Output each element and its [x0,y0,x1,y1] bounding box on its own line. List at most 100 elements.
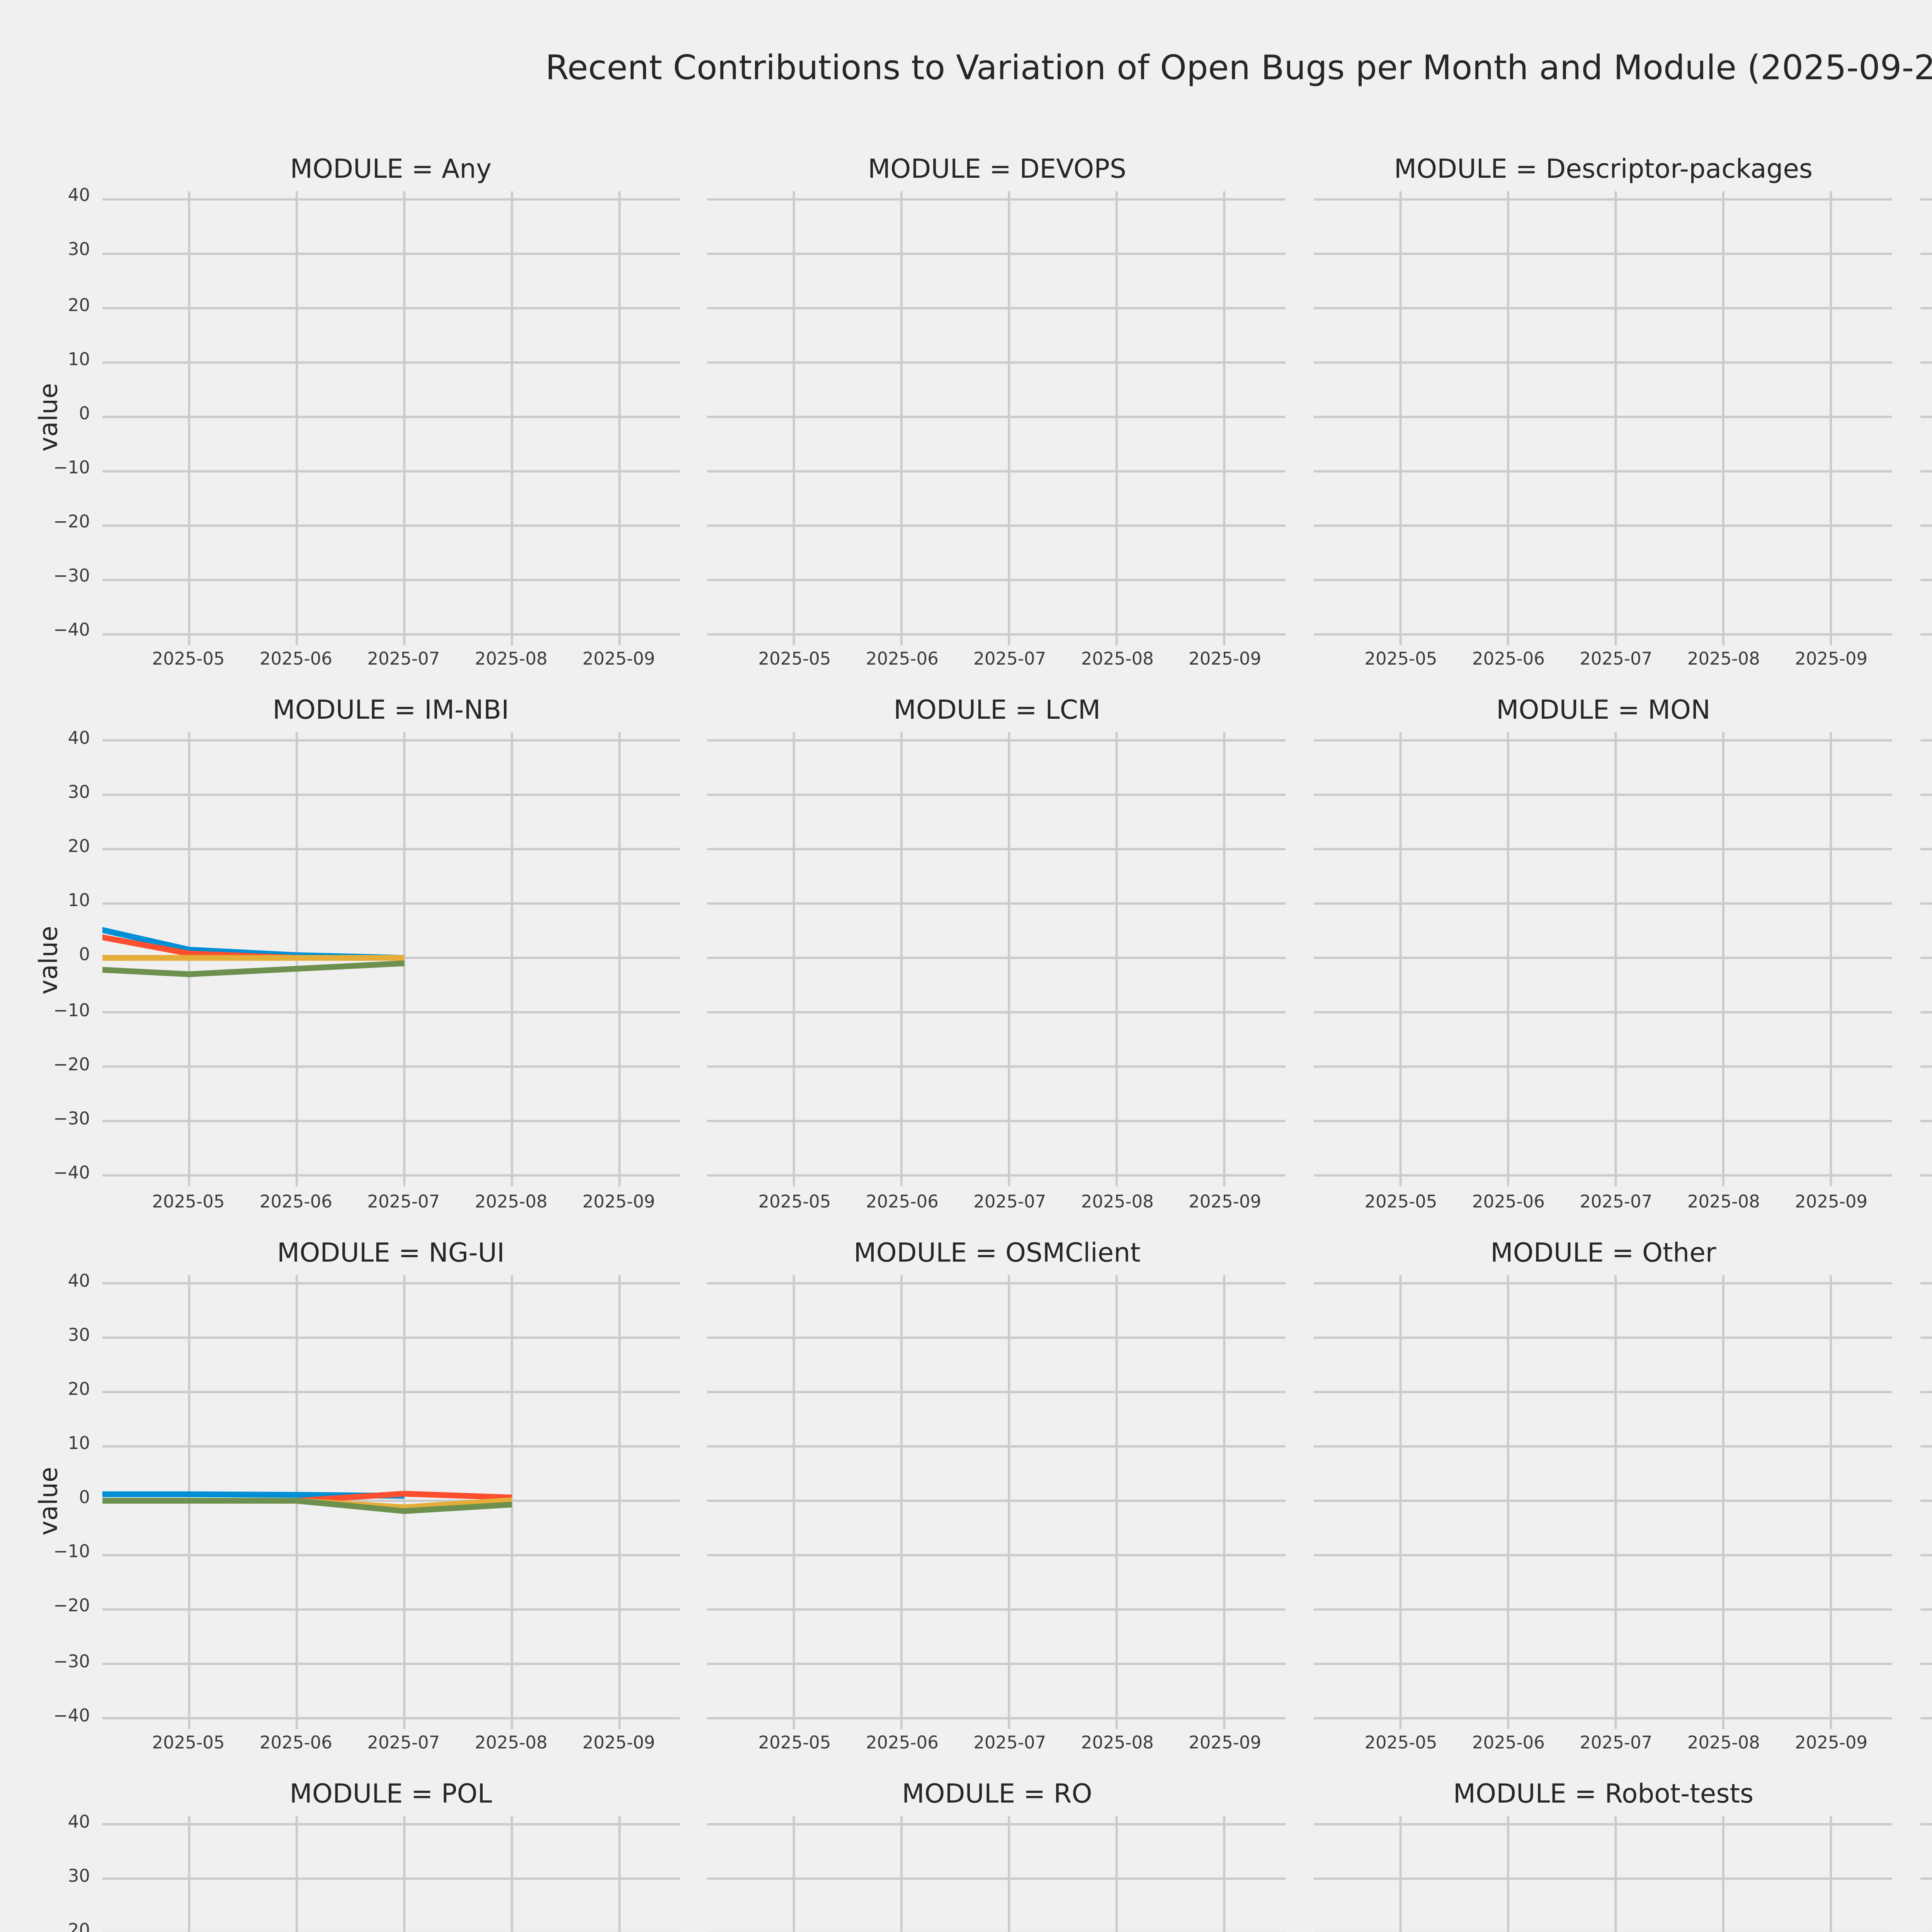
x-tick-label: 2025-05 [758,651,831,671]
x-tick-label: 2025-05 [152,1735,225,1755]
facet-title: MODULE = Other [1490,1238,1716,1269]
x-tick-label: 2025-08 [1081,1193,1154,1213]
y-axis-label: value [35,925,64,994]
facet-mon: MODULE = MON 2025-05 2025-06 2025-07 2025-08… [1314,697,1893,1213]
x-tick-label: 2025-09 [1795,1193,1868,1213]
facet-ng-ui: MODULE = NG-UI 2025-05 2025-06 2025-07 2025-… [35,1239,680,1755]
facet-title: MODULE = DEVOPS [868,153,1126,185]
y-tick-label: 10 [68,1435,90,1455]
facet-title: MODULE = Any [290,153,492,185]
x-tick-label: 2025-07 [973,1735,1046,1755]
facet-title: MODULE = POL [289,1780,492,1811]
facet-plot [101,1275,680,1729]
y-tick-label: −10 [53,1002,90,1022]
facet-title: MODULE = NG-UI [277,1238,505,1269]
y-tick-label: −10 [53,460,90,480]
facet-plot [101,190,680,645]
facet-plot [101,1816,680,1932]
y-tick-label: −30 [53,1653,90,1672]
y-tick-label: 0 [79,405,90,425]
x-tick-label: 2025-06 [1472,651,1545,671]
x-tick-label: 2025-05 [152,651,225,671]
y-tick-label: −10 [53,1544,90,1564]
x-tick-label: 2025-07 [1580,1193,1653,1213]
y-tick-label: 10 [68,893,90,913]
y-axis-label: value [35,1467,64,1536]
x-tick-label: 2025-05 [1364,1735,1437,1755]
facet-im-nbi: MODULE = IM-NBI 2025-05 2025-06 2025-07 2025… [35,697,680,1213]
y-tick-label: 20 [68,1381,90,1400]
facet-plot [707,190,1286,645]
facet-plot [707,1816,1286,1932]
facet-documentation-wiki: MODULE = Documentation / Wiki2025-052025… [1920,190,1932,645]
x-tick-label: 2025-08 [474,1193,548,1213]
series-line-closed [101,1497,512,1514]
x-tick-label: 2025-08 [1687,1193,1760,1213]
series-line-opened [101,927,404,961]
x-tick-label: 2025-05 [758,1735,831,1755]
facet-robot-tests: MODULE = Robot-tests2025-052025-062025-0… [1314,1781,1893,1932]
figure-title: Recent Contributions to Variation of Ope… [545,50,1932,89]
x-tick-label: 2025-06 [866,1735,939,1755]
x-tick-label: 2025-09 [582,1735,655,1755]
x-tick-label: 2025-05 [152,1193,225,1213]
facet-devops: MODULE = DEVOPS 2025-05 2025-06 2025-07 2025… [707,155,1286,670]
facet-title: MODULE = Descriptor-packages [1394,153,1813,185]
y-tick-label: 10 [68,351,90,371]
facet-osmclient: MODULE = OSMClient 2025-05 2025-06 2025-07 2… [707,1239,1286,1755]
facet-title: MODULE = MON [1496,696,1711,727]
facet-ro: MODULE = RO2025-052025-062025-072025-082… [707,1781,1286,1932]
x-tick-label: 2025-08 [1081,651,1154,671]
facet-plot [1314,1275,1893,1729]
facet-title: MODULE = Unknown [1920,1782,1932,1811]
y-tick-label: −30 [53,568,90,588]
facet-plot [1920,1824,1932,1881]
x-tick-label: 2025-08 [474,1735,548,1755]
x-tick-label: 2025-09 [582,1193,655,1213]
facet-title: MODULE = Robot-tests [1453,1780,1754,1811]
x-tick-label: 2025-07 [1580,1735,1653,1755]
x-tick-label: 2025-05 [758,1193,831,1213]
facet-title: MODULE = N2VC [1920,698,1932,727]
y-tick-label: 20 [13,1923,90,1932]
y-tick-label: 30 [68,1327,90,1346]
x-tick-label: 2025-06 [259,1193,332,1213]
x-tick-label: 2025-07 [367,1735,440,1755]
facet-any: MODULE = Any 2025-05 2025-06 2025-07 2025-08… [35,155,680,670]
facet-title: MODULE = OSMClient [854,1238,1141,1269]
facet-plot [1314,732,1893,1187]
x-tick-label: 2025-07 [367,1193,440,1213]
series-line-closed [101,961,404,978]
x-tick-label: 2025-09 [1795,1735,1868,1755]
x-tick-label: 2025-06 [1472,1193,1545,1213]
y-tick-label: 0 [79,947,90,967]
x-tick-label: 2025-08 [1687,1735,1760,1755]
x-tick-label: 2025-09 [1795,651,1868,671]
facet-plot [1314,1816,1893,1932]
y-axis-label: value [35,383,64,452]
facet-title: MODULE = Documentation / Wiki [1920,156,1932,185]
x-tick-label: 2025-08 [1081,1735,1154,1755]
x-tick-label: 2025-06 [259,1735,332,1755]
x-tick-label: 2025-06 [866,651,939,671]
y-tick-label: 20 [68,296,90,316]
y-tick-label: 40 [68,730,90,750]
x-tick-label: 2025-09 [582,651,655,671]
facet-plot [707,732,1286,1187]
x-tick-label: 2025-07 [1580,651,1653,671]
x-tick-label: 2025-09 [1189,651,1262,671]
facet-plot [101,732,680,1187]
x-tick-label: 2025-08 [474,651,548,671]
x-tick-label: 2025-07 [367,651,440,671]
y-tick-label: −20 [53,1598,90,1618]
facet-plot [1920,1282,1932,1719]
x-tick-label: 2025-07 [973,651,1046,671]
facet-plot [1920,197,1932,635]
facet-pol: MODULE = POL2025-052025-062025-072025-08… [68,1781,680,1932]
y-tick-label: −20 [53,1056,90,1076]
y-tick-label: −20 [53,514,90,534]
facet-lcm: MODULE = LCM 2025-05 2025-06 2025-07 2025-08… [707,697,1286,1213]
x-tick-label: 2025-07 [973,1193,1046,1213]
facet-descriptor-packages: MODULE = Descriptor-packages 2025-05 2025-… [1314,155,1893,670]
